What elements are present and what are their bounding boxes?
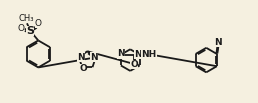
Text: N: N	[134, 50, 142, 59]
Text: O: O	[130, 60, 138, 69]
Text: O: O	[17, 24, 24, 33]
Text: O: O	[35, 19, 42, 28]
Text: N: N	[118, 49, 125, 58]
Text: S: S	[26, 26, 34, 36]
Text: CH₃: CH₃	[18, 14, 34, 23]
Text: N: N	[77, 53, 84, 62]
Text: N: N	[214, 38, 222, 47]
Text: O: O	[79, 64, 87, 73]
Text: N: N	[90, 53, 98, 62]
Text: NH: NH	[141, 50, 156, 59]
